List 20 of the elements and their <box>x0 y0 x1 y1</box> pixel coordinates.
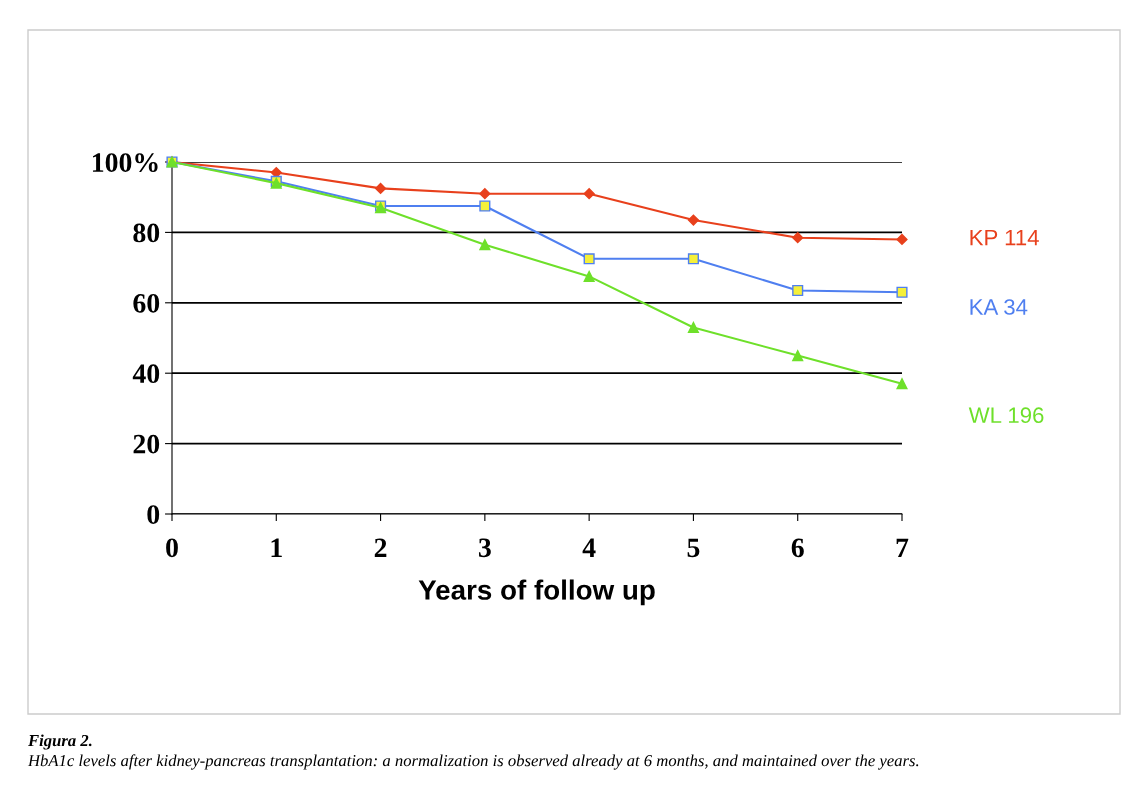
x-tick-label: 0 <box>166 538 178 558</box>
x-tick-label: 4 <box>582 538 596 557</box>
y-tick-label: 80 <box>133 223 160 243</box>
x-tick-label: 2 <box>374 538 387 557</box>
y-tick-label: 100% <box>92 153 158 172</box>
x-tick-label: 3 <box>478 538 491 558</box>
y-tick-label: 0 <box>147 505 160 524</box>
x-tick-label: 6 <box>791 538 804 558</box>
text: KA 34 <box>970 299 1028 315</box>
x-tick-label: 7 <box>896 538 909 557</box>
text: Figura 2. <box>27 734 92 750</box>
x-tick-label: 5 <box>687 538 700 558</box>
x-axis-title: Years of follow up <box>418 579 655 606</box>
text: WL 196 <box>968 407 1044 424</box>
text: HbA1c levels after kidney-pancreas transplantation: a normalization is observed already at 6 months, and maintained over the years. <box>27 754 919 770</box>
text: KP 114 <box>970 229 1039 246</box>
y-tick-label: 40 <box>132 364 160 384</box>
y-tick-label: 60 <box>133 293 160 313</box>
x-tick-label: 1 <box>271 538 282 557</box>
y-tick-label: 20 <box>133 434 160 454</box>
